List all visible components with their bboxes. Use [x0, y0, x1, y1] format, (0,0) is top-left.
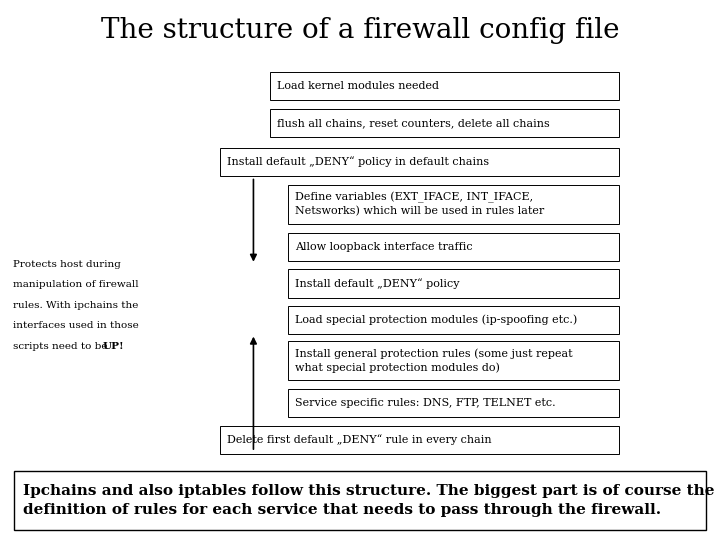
Text: The structure of a firewall config file: The structure of a firewall config file	[101, 17, 619, 44]
Text: Install default „DENY“ policy in default chains: Install default „DENY“ policy in default…	[227, 157, 489, 167]
FancyBboxPatch shape	[270, 72, 619, 100]
FancyBboxPatch shape	[220, 148, 619, 176]
Text: Ipchains and also iptables follow this structure. The biggest part is of course : Ipchains and also iptables follow this s…	[23, 484, 714, 517]
Text: Load kernel modules needed: Load kernel modules needed	[277, 82, 439, 91]
Text: Service specific rules: DNS, FTP, TELNET etc.: Service specific rules: DNS, FTP, TELNET…	[295, 398, 556, 408]
FancyBboxPatch shape	[288, 389, 619, 417]
FancyBboxPatch shape	[288, 306, 619, 334]
Text: Allow loopback interface traffic: Allow loopback interface traffic	[295, 242, 473, 252]
FancyBboxPatch shape	[270, 109, 619, 137]
FancyBboxPatch shape	[220, 426, 619, 454]
Text: Load special protection modules (ip-spoofing etc.): Load special protection modules (ip-spoo…	[295, 314, 577, 325]
Text: UP!: UP!	[102, 342, 124, 350]
Text: Define variables (EXT_IFACE, INT_IFACE,
Netsworks) which will be used in rules l: Define variables (EXT_IFACE, INT_IFACE, …	[295, 192, 544, 217]
Text: Delete first default „DENY“ rule in every chain: Delete first default „DENY“ rule in ever…	[227, 434, 492, 445]
Text: rules. With ipchains the: rules. With ipchains the	[13, 301, 138, 309]
Text: Install default „DENY“ policy: Install default „DENY“ policy	[295, 278, 459, 289]
FancyBboxPatch shape	[288, 185, 619, 224]
Text: manipulation of firewall: manipulation of firewall	[13, 280, 138, 289]
Text: Install general protection rules (some just repeat
what special protection modul: Install general protection rules (some j…	[295, 349, 573, 373]
Text: Protects host during: Protects host during	[13, 260, 121, 268]
Text: flush all chains, reset counters, delete all chains: flush all chains, reset counters, delete…	[277, 118, 550, 128]
FancyBboxPatch shape	[288, 341, 619, 380]
FancyBboxPatch shape	[14, 471, 706, 530]
FancyBboxPatch shape	[288, 269, 619, 298]
Text: interfaces used in those: interfaces used in those	[13, 321, 139, 330]
FancyBboxPatch shape	[288, 233, 619, 261]
Text: scripts need to be: scripts need to be	[13, 342, 111, 350]
